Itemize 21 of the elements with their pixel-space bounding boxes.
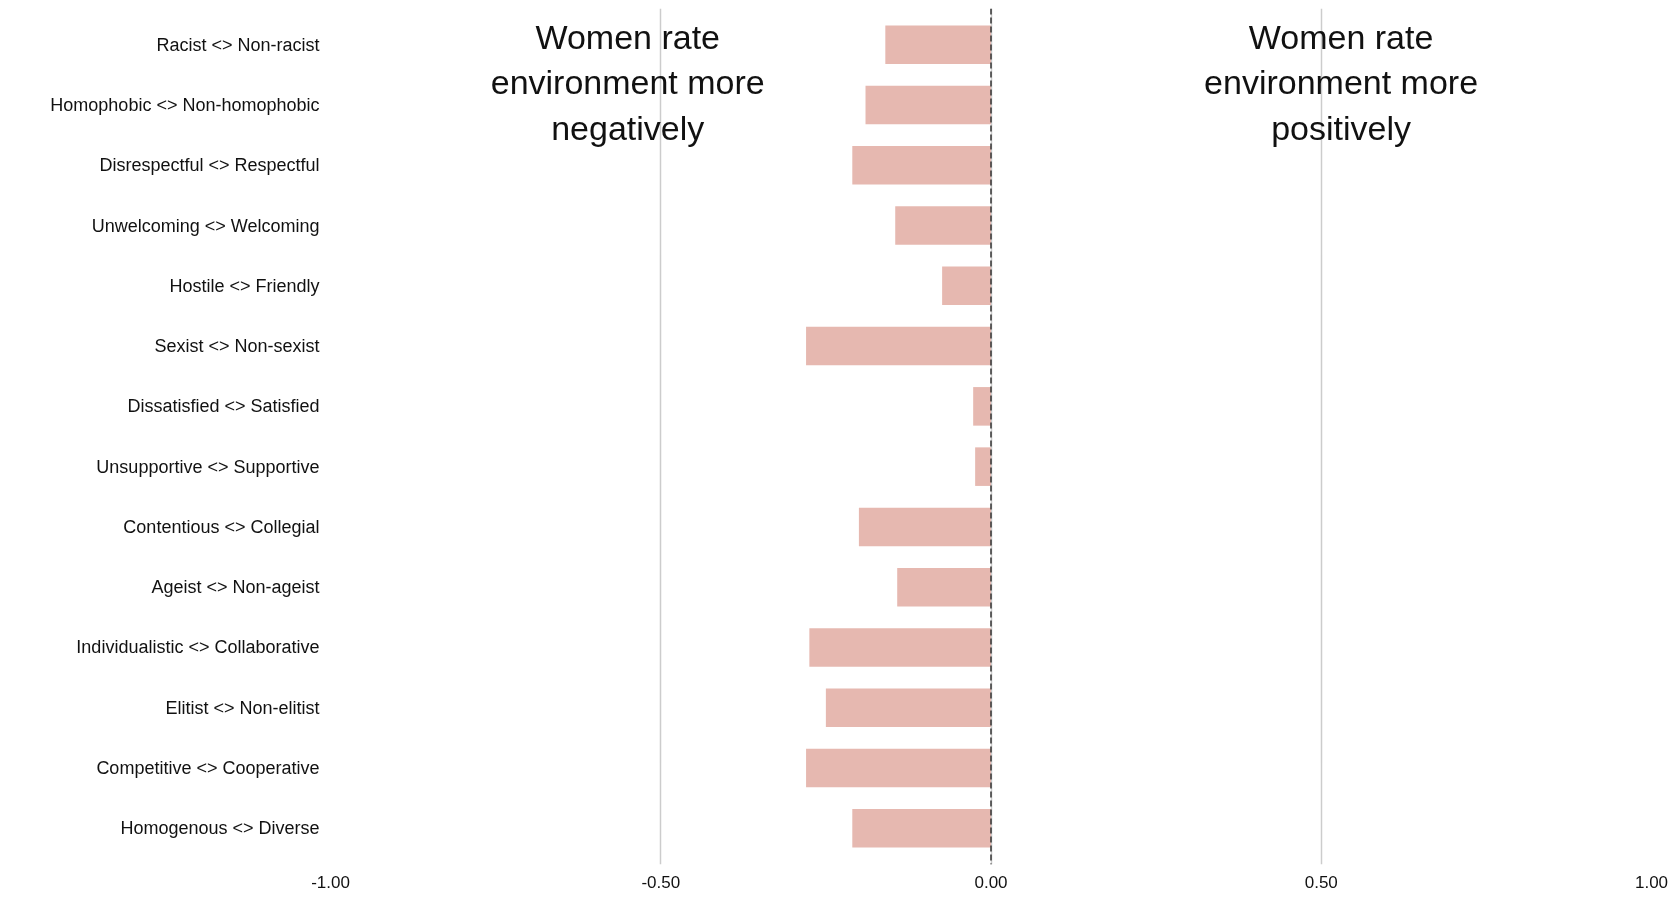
x-tick-label: 0.00: [974, 872, 1008, 892]
annotation: Women rate environment more positively: [1204, 17, 1479, 147]
y-tick-label: Racist <> Non-racist: [156, 34, 320, 55]
x-tick-label: -0.50: [641, 872, 681, 892]
annotation: Women rate environment more negatively: [490, 17, 765, 147]
y-tick-label: Elitist <> Non-elitist: [165, 697, 320, 718]
x-tick-label: 0.50: [1304, 872, 1338, 892]
y-tick-label: Individualistic <> Collaborative: [76, 637, 320, 658]
y-tick-label: Ageist <> Non-ageist: [151, 577, 320, 598]
x-tick-label: 1.00: [1634, 872, 1669, 892]
y-tick-label: Contentious <> Collegial: [123, 516, 320, 537]
y-tick-label: Dissatisfied <> Satisfied: [127, 396, 320, 417]
y-tick-label: Hostile <> Friendly: [169, 275, 320, 296]
y-tick-label: Competitive <> Cooperative: [96, 758, 320, 779]
y-tick-label: Homogenous <> Diverse: [120, 818, 320, 839]
y-tick-label: Unsupportive <> Supportive: [96, 456, 320, 477]
y-tick-label: Unwelcoming <> Welcoming: [91, 215, 320, 236]
y-tick-label: Disrespectful <> Respectful: [99, 155, 320, 176]
x-tick-label: -1.00: [311, 872, 350, 892]
y-tick-label: Sexist <> Non-sexist: [154, 336, 320, 357]
y-tick-label: Homophobic <> Non-homophobic: [50, 94, 320, 115]
